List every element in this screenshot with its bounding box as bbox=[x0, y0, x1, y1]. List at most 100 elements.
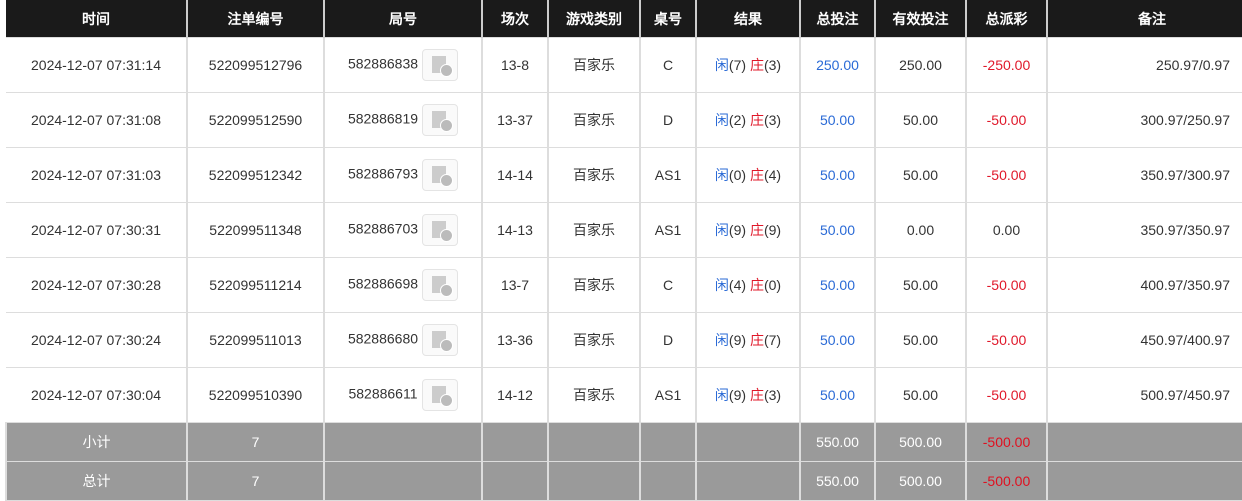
header-total-bet: 总投注 bbox=[799, 0, 875, 38]
summary-total-bet: 550.00 bbox=[799, 422, 876, 462]
table-row: 2024-12-07 07:31:08 522099512590 5828868… bbox=[6, 92, 1242, 148]
result-cell: 闲(9) 庄(3) bbox=[695, 367, 801, 423]
player-label: 闲 bbox=[714, 167, 729, 183]
bet-id-cell: 522099511348 bbox=[186, 202, 325, 258]
session-cell: 13-37 bbox=[481, 92, 549, 148]
bet-id-cell: 522099511013 bbox=[186, 312, 325, 368]
payout-cell: 0.00 bbox=[965, 202, 1048, 258]
banker-score: (3) bbox=[763, 387, 782, 403]
empty-cell bbox=[695, 422, 801, 462]
game-type-cell: 百家乐 bbox=[547, 257, 641, 313]
player-score: (4) bbox=[728, 277, 747, 293]
round-number: 582886680 bbox=[347, 330, 419, 347]
banker-score: (0) bbox=[763, 277, 782, 293]
empty-cell bbox=[323, 422, 483, 462]
header-game-type: 游戏类别 bbox=[547, 0, 640, 38]
summary-payout: -500.00 bbox=[965, 461, 1048, 501]
remark-cell: 250.97/0.97 bbox=[1046, 37, 1242, 93]
game-type-cell: 百家乐 bbox=[547, 312, 641, 368]
banker-score: (9) bbox=[763, 222, 782, 238]
remark-cell: 450.97/400.97 bbox=[1046, 312, 1242, 368]
session-cell: 14-13 bbox=[481, 202, 549, 258]
player-label: 闲 bbox=[714, 222, 729, 238]
valid-bet-cell: 50.00 bbox=[874, 312, 967, 368]
table-row: 2024-12-07 07:30:04 522099510390 5828866… bbox=[6, 367, 1242, 423]
total-bet-cell: 250.00 bbox=[799, 37, 876, 93]
round-cell: 582886838 bbox=[323, 37, 483, 93]
time-cell: 2024-12-07 07:31:08 bbox=[6, 92, 188, 148]
header-table-no: 桌号 bbox=[639, 0, 696, 38]
time-cell: 2024-12-07 07:30:28 bbox=[6, 257, 188, 313]
player-score: (7) bbox=[728, 57, 747, 73]
summary-valid-bet: 500.00 bbox=[874, 422, 967, 462]
table-row: 2024-12-07 07:30:28 522099511214 5828866… bbox=[6, 257, 1242, 313]
table-row: 2024-12-07 07:31:14 522099512796 5828868… bbox=[6, 37, 1242, 93]
payout-cell: -50.00 bbox=[965, 147, 1048, 203]
bet-id-cell: 522099512590 bbox=[186, 92, 325, 148]
header-session: 场次 bbox=[481, 0, 548, 38]
result-cell: 闲(9) 庄(7) bbox=[695, 312, 801, 368]
game-type-cell: 百家乐 bbox=[547, 147, 641, 203]
valid-bet-cell: 50.00 bbox=[874, 147, 967, 203]
empty-cell bbox=[1046, 461, 1242, 501]
empty-cell bbox=[547, 461, 641, 501]
result-cell: 闲(7) 庄(3) bbox=[695, 37, 801, 93]
video-replay-icon[interactable] bbox=[422, 324, 459, 356]
table-row: 2024-12-07 07:30:24 522099511013 5828866… bbox=[6, 312, 1242, 368]
total-bet-cell: 50.00 bbox=[799, 367, 876, 423]
round-cell: 582886819 bbox=[323, 92, 483, 148]
round-cell: 582886703 bbox=[323, 202, 483, 258]
banker-score: (3) bbox=[763, 112, 782, 128]
payout-cell: -50.00 bbox=[965, 257, 1048, 313]
session-cell: 13-36 bbox=[481, 312, 549, 368]
banker-label: 庄 bbox=[749, 57, 764, 73]
summary-valid-bet: 500.00 bbox=[874, 461, 967, 501]
payout-cell: -50.00 bbox=[965, 367, 1048, 423]
result-cell: 闲(0) 庄(4) bbox=[695, 147, 801, 203]
banker-score: (3) bbox=[763, 57, 782, 73]
round-number: 582886703 bbox=[347, 220, 419, 237]
summary-label: 总计 bbox=[5, 461, 188, 501]
video-replay-icon[interactable] bbox=[422, 214, 459, 246]
total-row: 总计 7 550.00 500.00 -500.00 bbox=[5, 461, 1242, 501]
video-replay-icon[interactable] bbox=[422, 49, 459, 81]
payout-cell: -50.00 bbox=[965, 312, 1048, 368]
player-score: (9) bbox=[728, 222, 747, 238]
time-cell: 2024-12-07 07:30:31 bbox=[6, 202, 188, 258]
bet-id-cell: 522099512796 bbox=[186, 37, 325, 93]
empty-cell bbox=[323, 461, 483, 501]
game-type-cell: 百家乐 bbox=[547, 202, 641, 258]
video-replay-icon[interactable] bbox=[422, 159, 459, 191]
session-cell: 13-7 bbox=[481, 257, 549, 313]
remark-cell: 350.97/300.97 bbox=[1046, 147, 1242, 203]
table-no-cell: C bbox=[639, 257, 697, 313]
empty-cell bbox=[1046, 422, 1242, 462]
header-valid-bet: 有效投注 bbox=[874, 0, 966, 38]
empty-cell bbox=[481, 422, 549, 462]
time-cell: 2024-12-07 07:31:03 bbox=[6, 147, 188, 203]
remark-cell: 350.97/350.97 bbox=[1046, 202, 1242, 258]
player-score: (2) bbox=[728, 112, 747, 128]
time-cell: 2024-12-07 07:31:14 bbox=[6, 37, 188, 93]
payout-cell: -50.00 bbox=[965, 92, 1048, 148]
player-label: 闲 bbox=[714, 112, 729, 128]
banker-score: (4) bbox=[763, 167, 782, 183]
summary-count: 7 bbox=[186, 422, 325, 462]
table-header: 时间 注单编号 局号 场次 游戏类别 桌号 结果 总投注 有效投注 总派彩 备注 bbox=[6, 0, 1242, 38]
video-replay-icon[interactable] bbox=[422, 104, 459, 136]
valid-bet-cell: 0.00 bbox=[874, 202, 967, 258]
empty-cell bbox=[481, 461, 549, 501]
player-score: (0) bbox=[728, 167, 747, 183]
video-replay-icon[interactable] bbox=[421, 379, 458, 411]
session-cell: 13-8 bbox=[481, 37, 549, 93]
summary-payout-value: -500.00 bbox=[982, 473, 1031, 489]
total-bet-cell: 50.00 bbox=[799, 202, 876, 258]
valid-bet-cell: 50.00 bbox=[874, 367, 967, 423]
video-replay-icon[interactable] bbox=[422, 269, 459, 301]
header-round: 局号 bbox=[323, 0, 482, 38]
round-cell: 582886698 bbox=[323, 257, 483, 313]
remark-cell: 300.97/250.97 bbox=[1046, 92, 1242, 148]
banker-label: 庄 bbox=[749, 277, 764, 293]
banker-label: 庄 bbox=[749, 332, 764, 348]
round-number: 582886793 bbox=[347, 165, 419, 182]
